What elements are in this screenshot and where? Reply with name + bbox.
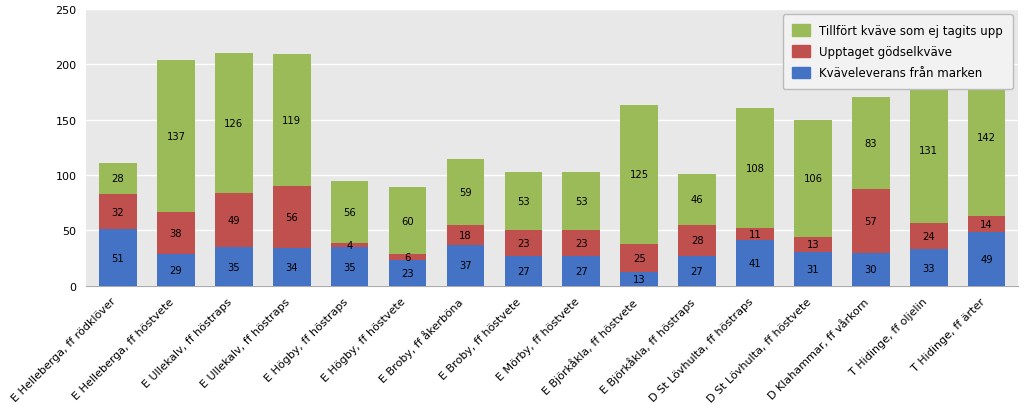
Bar (389, 254, 426, 261)
Bar (736, 109, 774, 229)
Bar (794, 238, 831, 252)
Text: 11: 11 (749, 230, 762, 240)
Bar (99, 230, 137, 286)
Bar (562, 256, 600, 286)
Bar (215, 54, 253, 193)
Text: 38: 38 (170, 228, 182, 238)
Text: 131: 131 (920, 146, 938, 156)
Bar (446, 225, 484, 245)
Bar (562, 231, 600, 256)
Text: 41: 41 (749, 258, 761, 269)
Text: 28: 28 (691, 236, 703, 246)
Bar (215, 193, 253, 247)
Text: 119: 119 (283, 116, 301, 126)
Text: 37: 37 (459, 261, 472, 271)
Text: 6: 6 (404, 252, 411, 263)
Bar (273, 187, 310, 249)
Bar (446, 245, 484, 286)
Bar (331, 247, 369, 286)
Bar (99, 194, 137, 230)
Bar (852, 253, 890, 286)
Bar (331, 181, 369, 243)
Text: 49: 49 (980, 254, 993, 264)
Text: 137: 137 (167, 131, 185, 141)
Text: 83: 83 (864, 139, 877, 149)
Text: 29: 29 (170, 265, 182, 275)
Text: 24: 24 (923, 231, 935, 241)
Legend: Tillfört kväve som ej tagits upp, Upptaget gödselkväve, Kväveleverans från marke: Tillfört kväve som ej tagits upp, Upptag… (782, 16, 1013, 90)
Text: 60: 60 (401, 216, 414, 226)
Text: 126: 126 (224, 119, 244, 128)
Text: 13: 13 (633, 274, 645, 284)
Text: 34: 34 (286, 263, 298, 272)
Text: 35: 35 (343, 262, 356, 272)
Bar (273, 249, 310, 286)
Bar (678, 225, 716, 256)
Text: 23: 23 (517, 239, 529, 249)
Bar (99, 164, 137, 194)
Bar (910, 250, 947, 286)
Bar (157, 254, 195, 286)
Bar (968, 232, 1006, 286)
Text: 27: 27 (574, 266, 588, 276)
Text: 142: 142 (977, 133, 996, 143)
Bar (794, 120, 831, 238)
Bar (736, 229, 774, 241)
Bar (446, 160, 484, 225)
Bar (505, 231, 542, 256)
Bar (678, 256, 716, 286)
Text: 49: 49 (227, 216, 241, 225)
Bar (621, 106, 658, 244)
Bar (273, 55, 310, 187)
Bar (505, 256, 542, 286)
Text: 33: 33 (923, 263, 935, 273)
Text: 106: 106 (804, 174, 822, 184)
Text: 125: 125 (630, 170, 649, 180)
Text: 14: 14 (980, 219, 993, 229)
Text: 27: 27 (691, 266, 703, 276)
Bar (910, 223, 947, 250)
Bar (968, 59, 1006, 216)
Text: 35: 35 (227, 262, 241, 272)
Text: 53: 53 (517, 197, 529, 207)
Bar (562, 172, 600, 231)
Bar (852, 190, 890, 253)
Text: 28: 28 (112, 174, 124, 184)
Bar (621, 272, 658, 286)
Bar (678, 175, 716, 225)
Bar (389, 261, 426, 286)
Bar (621, 244, 658, 272)
Text: 13: 13 (807, 240, 819, 250)
Text: 56: 56 (286, 213, 298, 222)
Bar (505, 172, 542, 231)
Text: 56: 56 (343, 207, 356, 217)
Bar (157, 61, 195, 212)
Bar (852, 98, 890, 190)
Text: 27: 27 (517, 266, 529, 276)
Bar (736, 241, 774, 286)
Text: 108: 108 (745, 164, 765, 174)
Text: 30: 30 (864, 265, 877, 275)
Bar (157, 212, 195, 254)
Text: 59: 59 (459, 188, 472, 198)
Text: 25: 25 (633, 253, 645, 263)
Text: 32: 32 (112, 207, 124, 217)
Bar (215, 247, 253, 286)
Text: 53: 53 (574, 197, 588, 207)
Text: 57: 57 (864, 216, 878, 227)
Text: 23: 23 (574, 239, 588, 249)
Text: 4: 4 (346, 240, 353, 250)
Bar (794, 252, 831, 286)
Text: 31: 31 (807, 264, 819, 274)
Bar (389, 188, 426, 254)
Text: 51: 51 (112, 253, 124, 263)
Bar (910, 78, 947, 223)
Text: 23: 23 (401, 269, 414, 279)
Bar (331, 243, 369, 247)
Bar (968, 216, 1006, 232)
Text: 46: 46 (691, 195, 703, 205)
Text: 18: 18 (459, 230, 472, 240)
